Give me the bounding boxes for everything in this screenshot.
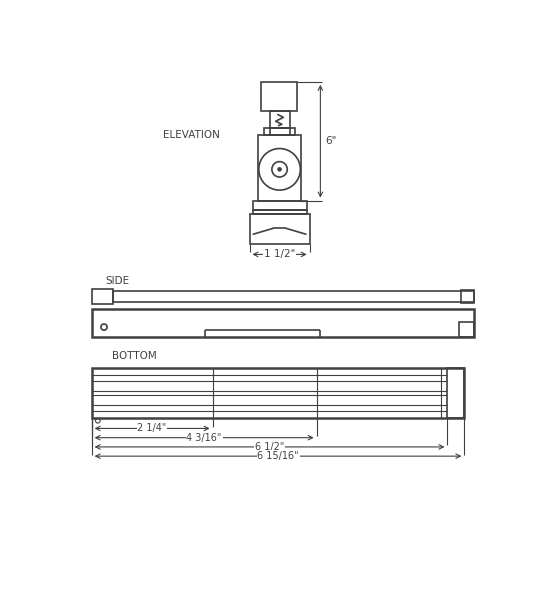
Bar — [448, 368, 464, 417]
Bar — [261, 82, 298, 111]
Bar — [92, 368, 464, 417]
Bar — [264, 128, 295, 135]
Bar — [92, 289, 113, 304]
Text: ELEVATION: ELEVATION — [163, 130, 220, 140]
Bar — [270, 128, 289, 135]
Bar — [113, 291, 474, 302]
Text: BOTTOM: BOTTOM — [112, 350, 156, 361]
Text: 2 1/4": 2 1/4" — [138, 423, 167, 433]
Bar — [252, 210, 306, 215]
Bar — [460, 290, 474, 303]
Bar — [250, 215, 310, 244]
Text: 1 1/2": 1 1/2" — [264, 250, 295, 259]
Circle shape — [277, 167, 282, 171]
Text: 6 1/2": 6 1/2" — [255, 442, 284, 452]
Bar — [459, 321, 474, 337]
Bar — [92, 309, 474, 337]
Text: 4 3/16": 4 3/16" — [186, 433, 222, 443]
Bar — [252, 200, 306, 210]
Text: 6 15/16": 6 15/16" — [257, 451, 299, 461]
Text: 6": 6" — [325, 136, 337, 146]
Bar — [270, 111, 289, 128]
Text: SIDE: SIDE — [106, 276, 130, 286]
Bar — [258, 135, 301, 200]
